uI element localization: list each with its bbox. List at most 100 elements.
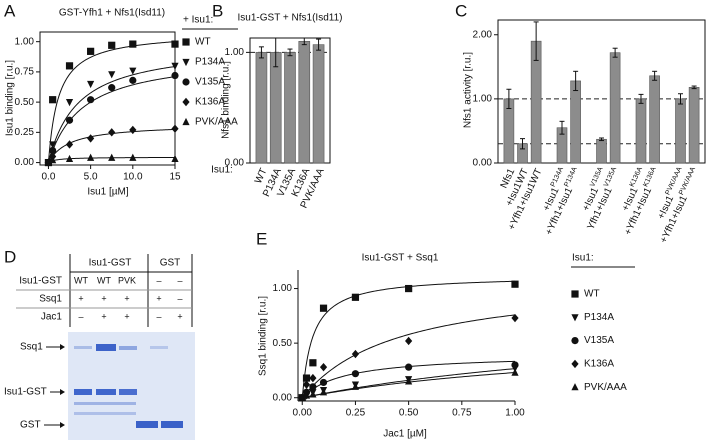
legend-label: PVK/AAA	[584, 382, 627, 393]
marker	[351, 293, 360, 301]
panel-letter: B	[212, 1, 223, 20]
gel-panel: D Isu1-GST GST Ssq1 Isu1-GST GST	[4, 247, 195, 440]
x-tick-label-sup: P134A	[563, 166, 578, 188]
marker	[171, 62, 179, 70]
y-tick-label: 1.00	[15, 36, 35, 47]
gel-cell: +	[156, 293, 161, 303]
legend-label: K136A	[195, 97, 225, 108]
fit-curve	[47, 41, 176, 163]
gel-band	[161, 421, 183, 428]
gel-band	[74, 389, 92, 395]
legend-marker	[182, 38, 190, 46]
bar	[312, 44, 325, 164]
bar	[688, 87, 700, 164]
gel-band	[119, 389, 137, 395]
chart-title: Isu1-GST + Ssq1	[362, 253, 439, 264]
gel-cell: +	[124, 293, 129, 303]
marker	[405, 336, 413, 346]
legend-label: V135A	[195, 77, 225, 88]
marker	[405, 363, 413, 371]
legend-marker	[182, 78, 190, 86]
marker	[302, 374, 311, 382]
bar	[255, 52, 268, 164]
gel-group-label: Isu1-GST	[89, 258, 132, 269]
marker	[49, 156, 57, 164]
marker	[405, 284, 413, 293]
marker	[171, 40, 179, 48]
legend-label: V135A	[584, 335, 614, 346]
legend-marker	[571, 314, 579, 322]
marker	[108, 84, 116, 92]
gel-row-label: Ssq1	[39, 294, 62, 305]
y-tick-label: 0.75	[15, 67, 35, 78]
bar	[635, 98, 647, 164]
marker	[129, 153, 137, 161]
bar	[570, 80, 581, 164]
marker	[298, 393, 306, 401]
bar	[284, 52, 296, 164]
marker	[129, 40, 137, 48]
y-axis-label: Ssq1 binding [r.u.]	[258, 296, 269, 376]
y-tick-label: 0.25	[15, 127, 35, 138]
marker	[511, 361, 519, 369]
legend-label: WT	[195, 37, 211, 48]
legend-marker	[182, 117, 190, 126]
legend-label: K136A	[584, 359, 614, 370]
gel-band	[74, 346, 92, 349]
marker	[87, 80, 95, 89]
marker	[49, 96, 57, 104]
marker	[108, 41, 116, 49]
bar	[675, 98, 686, 164]
marker	[319, 304, 328, 312]
marker	[351, 349, 360, 359]
marker	[319, 388, 328, 396]
marker	[171, 124, 179, 133]
marker	[65, 154, 74, 163]
x-tick-label: 10.0	[123, 172, 143, 183]
legend-label: P134A	[584, 312, 614, 323]
y-tick-label: 0.00	[273, 392, 293, 403]
legend-label: P134A	[195, 57, 225, 68]
x-tick-label: 1.00	[505, 408, 525, 419]
gel-cell: +	[101, 293, 106, 303]
marker	[65, 62, 74, 70]
x-tick-label-sup: V135A	[603, 166, 618, 188]
panel-letter: D	[4, 247, 16, 266]
legend-marker	[571, 383, 579, 391]
marker	[302, 380, 311, 389]
marker	[65, 140, 74, 149]
legend-marker	[571, 359, 579, 369]
legend-marker	[571, 337, 579, 345]
y-tick-label: 0.00	[225, 158, 245, 169]
chart-title: Isu1-GST + Nfs1(Isd11)	[238, 13, 343, 24]
gel-band-label: Isu1-GST	[4, 387, 47, 398]
marker	[87, 153, 95, 161]
gel-band-label: GST	[20, 420, 41, 431]
x-tick-label: 0.50	[399, 408, 419, 419]
y-tick-label: 1.00	[225, 47, 245, 58]
marker	[171, 71, 179, 80]
marker	[129, 125, 137, 135]
marker	[87, 47, 95, 55]
y-tick-label: 0.50	[15, 97, 35, 108]
chart-title: GST-Yfh1 + Nfs1(Isd11)	[59, 8, 165, 19]
marker	[65, 116, 74, 124]
marker	[319, 362, 328, 372]
gel-band	[119, 346, 137, 350]
y-tick-label: 0.00	[15, 157, 35, 168]
gel-cell: –	[177, 275, 182, 285]
x-axis-label: Isu1 [µM]	[87, 187, 129, 198]
arrow	[60, 344, 65, 350]
gel-band	[96, 344, 116, 351]
legend-marker	[182, 97, 190, 107]
marker	[129, 76, 137, 84]
gel-cell: –	[156, 311, 161, 321]
gel-cell: –	[177, 293, 182, 303]
y-tick-label: 2.00	[473, 29, 493, 40]
marker	[49, 141, 57, 149]
marker	[351, 370, 360, 378]
gel-band-label: Ssq1	[20, 342, 43, 353]
marker	[309, 373, 317, 383]
fit-curve	[47, 66, 176, 163]
